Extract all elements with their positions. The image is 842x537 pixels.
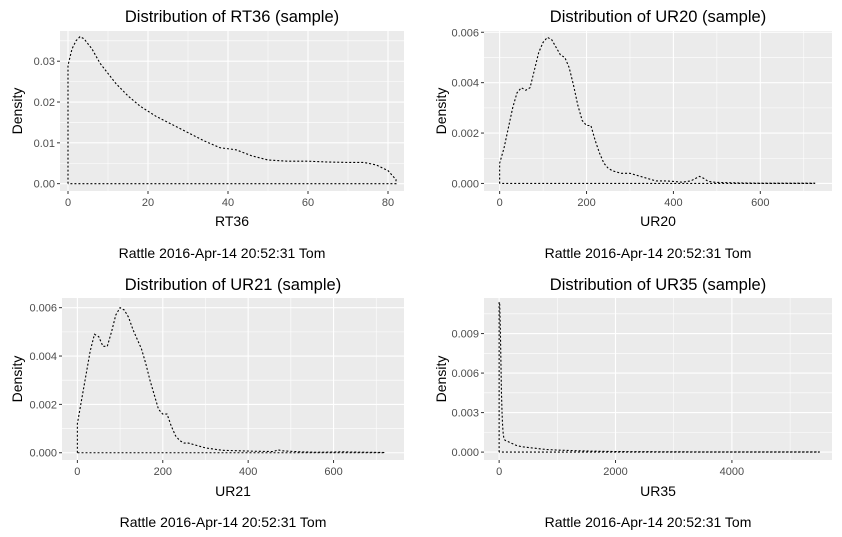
- y-tick-label: 0.006: [29, 303, 57, 315]
- chart-panel-3: 0 200 400 600 0.000 0.002 0.004 0.006 Distributi…: [9, 276, 404, 530]
- x-tick-label: 20: [142, 197, 154, 209]
- chart-title: Distribution of UR35 (sample): [550, 276, 766, 294]
- x-tick-label: 0: [65, 197, 71, 209]
- chart-caption: Rattle 2016-Apr-14 20:52:31 Tom: [545, 514, 752, 530]
- x-tick-label: 80: [382, 197, 394, 209]
- plot-background: [60, 31, 404, 191]
- y-tick-label: 0.004: [29, 351, 57, 363]
- y-axis-title: Density: [9, 88, 25, 135]
- x-tick-label: 0: [497, 197, 503, 209]
- chart-panel-2: 0 200 400 600 0.000 0.002 0.004 0.006 Distributi…: [433, 8, 832, 261]
- x-tick-label: 40: [222, 197, 234, 209]
- x-axis-title: UR21: [215, 483, 251, 499]
- y-tick-label: 0.003: [451, 408, 479, 420]
- plot-background: [484, 31, 832, 191]
- x-tick-label: 400: [664, 197, 682, 209]
- y-tick-label: 0.002: [451, 128, 479, 140]
- x-tick-label: 600: [324, 466, 342, 478]
- chart-panel-1: 0 20 40 60 80 0.00 0.01 0.02 0.03 Distribution of…: [9, 8, 404, 261]
- y-tick-label: 0.002: [29, 399, 57, 411]
- y-tick-label: 0.000: [29, 448, 57, 460]
- x-tick-label: 600: [751, 197, 769, 209]
- chart-title: Distribution of UR21 (sample): [125, 276, 341, 294]
- density-line: [499, 36, 816, 184]
- y-tick-label: 0.009: [451, 329, 479, 341]
- chart-panel-4: 0 2000 4000 0.000 0.003 0.006 0.009 Distributio…: [433, 276, 832, 530]
- y-tick-label: 0.03: [34, 56, 55, 68]
- x-axis-title: RT36: [215, 213, 249, 229]
- x-tick-label: 200: [154, 466, 172, 478]
- y-axis-title: Density: [9, 356, 25, 403]
- chart-caption: Rattle 2016-Apr-14 20:52:31 Tom: [545, 245, 752, 261]
- y-tick-label: 0.02: [34, 97, 55, 109]
- density-line: [76, 306, 386, 454]
- y-tick-label: 0.006: [451, 368, 479, 380]
- plot-background: [62, 298, 404, 460]
- x-tick-label: 400: [239, 466, 257, 478]
- x-tick-label: 0: [496, 466, 502, 478]
- x-tick-label: 4000: [720, 466, 744, 478]
- x-axis-title: UR35: [640, 483, 676, 499]
- x-axis-title: UR20: [640, 213, 676, 229]
- chart-title: Distribution of RT36 (sample): [125, 8, 339, 26]
- x-tick-label: 0: [74, 466, 80, 478]
- y-tick-label: 0.000: [451, 178, 479, 190]
- y-tick-label: 0.000: [451, 447, 479, 459]
- y-tick-label: 0.01: [34, 138, 55, 150]
- x-tick-label: 2000: [603, 466, 627, 478]
- y-tick-label: 0.00: [34, 179, 55, 191]
- y-axis-title: Density: [433, 356, 449, 403]
- y-axis-title: Density: [433, 88, 449, 135]
- x-tick-label: 200: [577, 197, 595, 209]
- plot-background: [484, 298, 832, 460]
- chart-caption: Rattle 2016-Apr-14 20:52:31 Tom: [120, 514, 327, 530]
- density-line: [498, 301, 820, 453]
- chart-caption: Rattle 2016-Apr-14 20:52:31 Tom: [119, 245, 326, 261]
- x-tick-label: 60: [302, 197, 314, 209]
- y-tick-label: 0.004: [451, 78, 479, 90]
- y-tick-label: 0.006: [451, 27, 479, 39]
- chart-title: Distribution of UR20 (sample): [550, 8, 766, 26]
- density-line: [67, 36, 397, 185]
